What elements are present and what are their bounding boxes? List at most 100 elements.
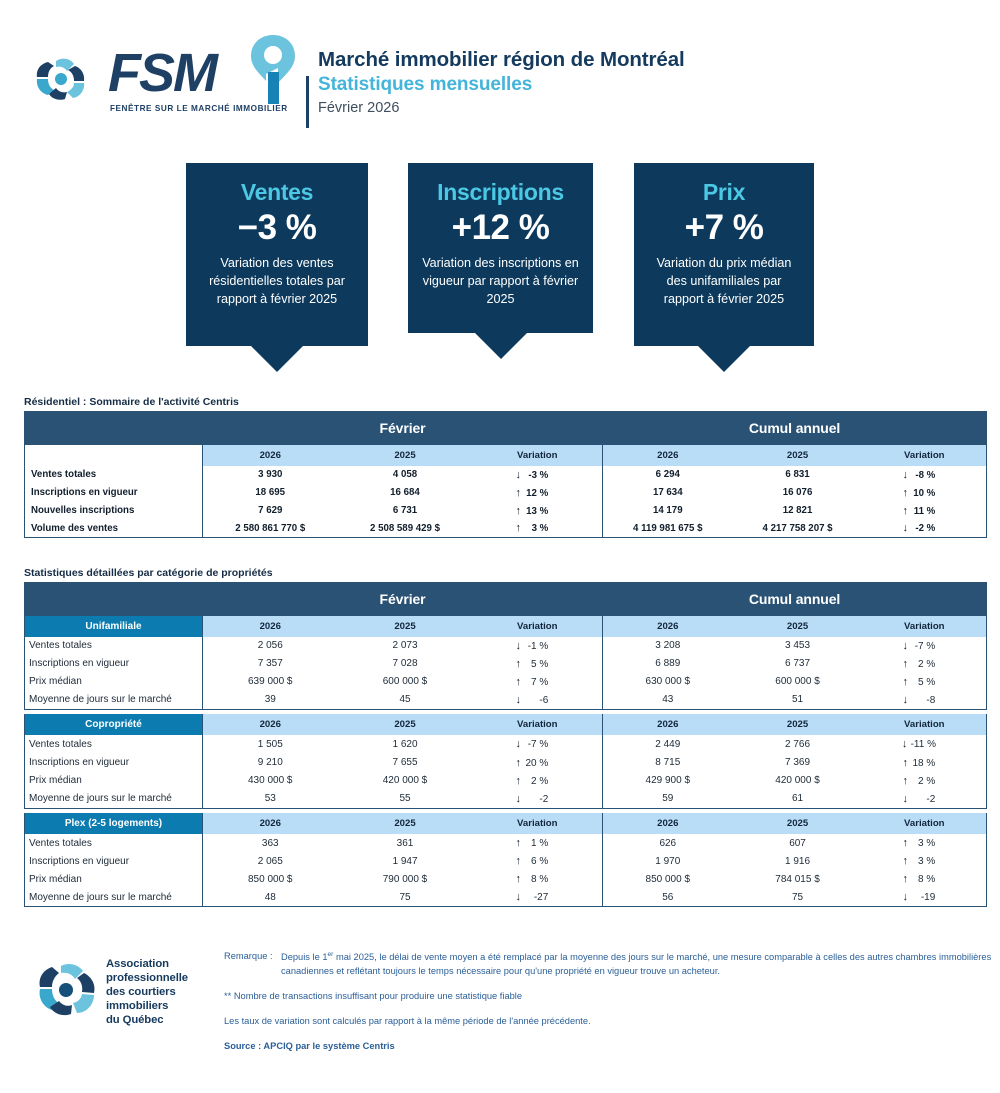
arrow-down-icon: ↓	[902, 792, 909, 805]
detail-table-caption: Statistiques détaillées par catégorie de…	[24, 567, 273, 579]
variation-cell: ↓ -11 %	[862, 735, 988, 754]
cell-ytd-2026: 6 889	[602, 654, 733, 673]
variation-value: -11 %	[910, 739, 936, 751]
cell-feb-2026: 3 930	[202, 465, 338, 484]
arrow-down-icon: ↓	[515, 792, 522, 805]
column-header-variation: Variation	[862, 615, 988, 637]
callout-inscriptions: Inscriptions +12 % Variation des inscrip…	[408, 163, 593, 359]
cell-ytd-2025: 2 766	[732, 735, 863, 754]
arrow-up-icon: ↑	[515, 756, 522, 769]
variation-value: -2 %	[915, 523, 936, 535]
variation-value: 20 %	[525, 757, 549, 769]
arrow-up-icon: ↑	[515, 486, 522, 499]
cell-ytd-2025: 784 015 $	[732, 870, 863, 889]
variation-cell: ↑ 10 %	[862, 483, 988, 502]
arrow-up-icon: ↑	[902, 756, 909, 769]
cell-feb-2025: 7 028	[337, 654, 473, 673]
arrow-down-icon: ↓	[515, 738, 522, 751]
column-header-2025: 2025	[337, 444, 473, 466]
header-blank-cell	[24, 444, 203, 466]
cell-ytd-2026: 59	[602, 789, 733, 809]
note-asterisk: ** Nombre de transactions insuffisant po…	[224, 990, 523, 1001]
variation-value: 8 %	[531, 874, 549, 886]
cell-feb-2026: 430 000 $	[202, 771, 338, 790]
column-header-2025: 2025	[337, 714, 473, 736]
cell-feb-2026: 7 357	[202, 654, 338, 673]
cell-feb-2025: 4 058	[337, 465, 473, 484]
row-label: Moyenne de jours sur le marché	[24, 691, 203, 710]
table-group-header-row: Février Cumul annuel	[24, 411, 988, 445]
variation-cell: ↓ -19	[862, 888, 988, 908]
row-label: Prix médian	[24, 771, 203, 790]
variation-cell: ↑ 2 %	[862, 771, 988, 790]
column-header-2025: 2025	[732, 615, 863, 637]
apciq-name-line: professionnelle	[106, 972, 188, 984]
cell-feb-2026: 48	[202, 888, 338, 908]
cell-ytd-2025: 6 831	[732, 465, 863, 484]
apciq-logo: Association professionnelle des courtiers i…	[36, 957, 211, 1027]
variation-cell: ↑ 5 %	[862, 672, 988, 692]
variation-cell: ↑ 13 %	[472, 501, 603, 520]
variation-value: 3 %	[531, 523, 549, 535]
variation-cell: ↑ 7 %	[472, 672, 603, 692]
cell-feb-2025: 75	[337, 888, 473, 908]
detail-table: Février Cumul annuel Unifamiliale 2026 2025 V…	[24, 582, 988, 908]
cell-feb-2025: 6 731	[337, 501, 473, 520]
variation-cell: ↓ -1 %	[472, 636, 603, 655]
cell-feb-2026: 2 580 861 770 $	[202, 519, 338, 538]
table-row: Nouvelles inscriptions 7 629 6 731 ↑ 13 % 14 …	[24, 501, 988, 520]
table-row: Inscriptions en vigueur 7 357 7 028 ↑ 5 % 6 8…	[24, 654, 988, 673]
variation-cell: ↑ 3 %	[472, 519, 603, 538]
cell-feb-2025: 600 000 $	[337, 672, 473, 692]
variation-cell: ↑ 20 %	[472, 753, 603, 772]
variation-cell: ↓ -2	[472, 789, 603, 809]
row-label: Inscriptions en vigueur	[24, 483, 203, 502]
category-label-unifamiliale: Unifamiliale	[24, 615, 203, 637]
variation-value: 12 %	[526, 487, 549, 499]
row-label: Prix médian	[24, 672, 203, 692]
cell-ytd-2026: 8 715	[602, 753, 733, 772]
cell-feb-2026: 53	[202, 789, 338, 809]
note-variation: Les taux de variation sont calculés par …	[224, 1015, 591, 1026]
table-column-header-row: Plex (2-5 logements) 2026 2025 Variation 202…	[24, 813, 988, 834]
row-label: Inscriptions en vigueur	[24, 753, 203, 772]
cell-feb-2025: 420 000 $	[337, 771, 473, 790]
row-label: Nouvelles inscriptions	[24, 501, 203, 520]
variation-cell: ↑ 2 %	[472, 771, 603, 790]
row-label: Ventes totales	[24, 735, 203, 754]
callout-label: Inscriptions	[437, 179, 564, 205]
variation-cell: ↓ -2 %	[862, 519, 988, 538]
arrow-up-icon: ↑	[515, 774, 522, 787]
summary-table: Février Cumul annuel 2026 2025 Variation 2026…	[24, 411, 988, 538]
variation-value: 6 %	[531, 856, 549, 868]
variation-value: 18 %	[912, 757, 936, 769]
fsmi-logo: FSM FENÊTRE SUR LE MARCHÉ IMMOBILIER	[30, 32, 309, 128]
cell-feb-2025: 7 655	[337, 753, 473, 772]
callout-value: −3 %	[237, 208, 317, 248]
column-header-2026: 2026	[202, 615, 338, 637]
cell-feb-2026: 2 065	[202, 852, 338, 871]
spacer-cell	[24, 808, 987, 813]
variation-cell: ↓ -7 %	[472, 735, 603, 754]
page-header: FSM FENÊTRE SUR LE MARCHÉ IMMOBILIER Mar…	[0, 32, 1000, 142]
column-header-variation: Variation	[862, 813, 988, 834]
cell-ytd-2026: 626	[602, 834, 733, 853]
variation-value: 11 %	[913, 505, 936, 517]
arrow-down-icon: ↓	[515, 693, 522, 706]
callout-label: Ventes	[240, 179, 314, 205]
row-label: Prix médian	[24, 870, 203, 889]
variation-cell: ↑ 8 %	[472, 870, 603, 889]
table-spacer-row	[24, 808, 987, 813]
apciq-name-line: immobiliers	[106, 1000, 169, 1012]
group-header-cumul: Cumul annuel	[602, 411, 988, 445]
variation-cell: ↑ 11 %	[862, 501, 988, 520]
callout-description: Variation des ventes résidentielles tota…	[209, 255, 345, 306]
remark-label: Remarque :	[224, 951, 273, 961]
remark-superscript: er	[327, 951, 334, 958]
arrow-up-icon: ↑	[515, 675, 522, 688]
cell-ytd-2025: 7 369	[732, 753, 863, 772]
arrow-up-icon: ↑	[902, 855, 909, 868]
row-label: Volume des ventes	[24, 519, 203, 538]
table-row: Moyenne de jours sur le marché 39 45 ↓ -6 43 5…	[24, 691, 988, 710]
table-column-header-row: Unifamiliale 2026 2025 Variation 2026 2025 Var…	[24, 615, 988, 637]
